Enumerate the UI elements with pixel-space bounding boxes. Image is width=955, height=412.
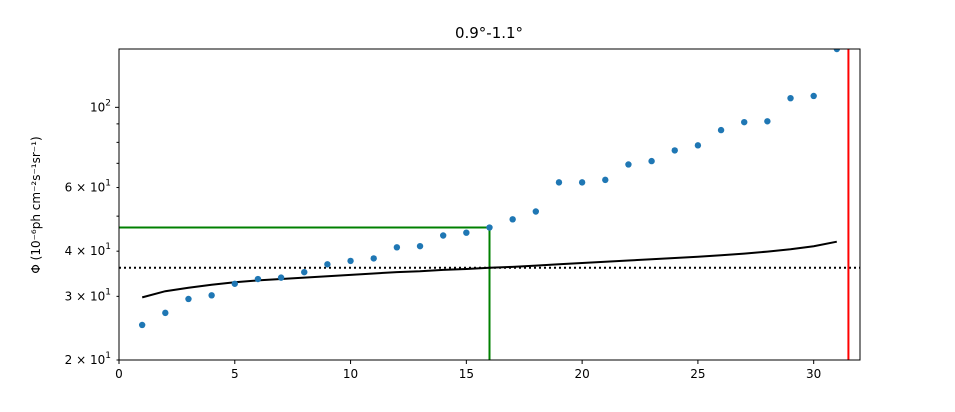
data-point xyxy=(532,208,540,215)
data-point xyxy=(717,126,725,134)
data-point xyxy=(810,92,817,100)
data-point xyxy=(741,118,748,126)
data-point xyxy=(463,229,470,236)
data-point xyxy=(764,118,771,125)
y-axis-label: Φ (10⁻⁶ph cm⁻²s⁻¹sr⁻¹) xyxy=(29,136,43,273)
y-minor-tick-label: 3 × 101 xyxy=(65,287,111,303)
data-point xyxy=(833,49,841,53)
data-point xyxy=(555,179,563,186)
data-point xyxy=(694,142,702,149)
data-point xyxy=(787,94,794,102)
data-point xyxy=(231,280,238,287)
y-major-tick-label: 102 xyxy=(90,98,111,114)
x-tick-label: 20 xyxy=(574,367,589,381)
data-point xyxy=(648,157,655,165)
plot-axes: 0 5 10 15 20 25 30 102 2 × 101 3 × 101 4 × 101 6 × … xyxy=(65,48,861,381)
y-minor-tick-label: 6 × 101 xyxy=(65,179,111,195)
plot-marks xyxy=(119,49,860,360)
data-point xyxy=(671,147,678,154)
chart-title: 0.9°-1.1° xyxy=(455,24,523,42)
data-point xyxy=(254,275,262,283)
y-minor-tick-label: 4 × 101 xyxy=(65,242,111,258)
data-point xyxy=(486,224,493,231)
x-tick-label: 0 xyxy=(115,367,123,381)
data-point xyxy=(208,292,215,299)
data-point xyxy=(370,255,377,262)
data-point xyxy=(393,244,401,251)
data-point xyxy=(324,261,331,268)
data-point xyxy=(578,179,586,186)
data-point xyxy=(416,242,424,250)
x-tick-label: 5 xyxy=(231,367,239,381)
x-tick-label: 30 xyxy=(806,367,821,381)
data-point xyxy=(301,268,308,276)
data-point xyxy=(439,232,447,239)
data-point xyxy=(347,257,354,265)
data-point xyxy=(162,309,169,317)
plot-frame xyxy=(118,48,861,361)
x-tick-label: 10 xyxy=(343,367,358,381)
data-point xyxy=(185,295,192,303)
data-point xyxy=(602,176,609,184)
y-minor-tick-label: 2 × 101 xyxy=(65,351,111,367)
plot-area xyxy=(119,49,860,360)
x-tick-label: 25 xyxy=(690,367,705,381)
data-point xyxy=(509,216,516,223)
data-point xyxy=(625,161,632,168)
data-point xyxy=(138,321,146,329)
x-tick-label: 15 xyxy=(459,367,474,381)
data-point xyxy=(277,274,285,281)
